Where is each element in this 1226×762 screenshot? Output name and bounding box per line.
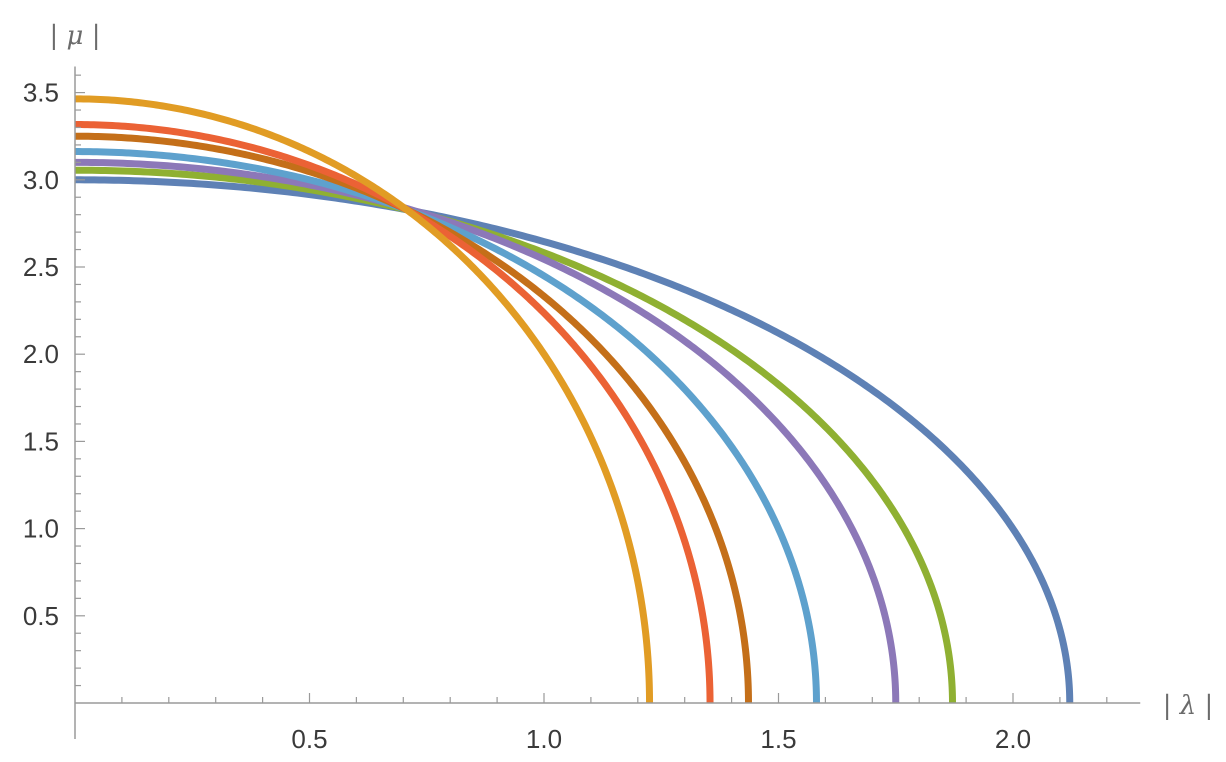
curves-layer [74,95,1074,704]
tick-labels-layer: 0.5 1.0 1.5 2.0 0.5 1.0 1.5 2.0 2.5 3.0 3.5 [23,78,1031,754]
series-line [75,148,820,704]
axes-layer: 0.5 1.0 1.5 2.00.51.01.52.02.53.03.5 | λ | … [23,21,1213,754]
x-tick-label: 1.0 [526,724,562,754]
y-tick-label: 2.0 [23,339,59,369]
series-line [74,95,654,704]
series-line [74,121,714,704]
y-tick-label: 3.5 [23,78,59,108]
y-tick-label: 1.0 [23,514,59,544]
x-tick-label: 2.0 [995,724,1031,754]
y-tick-label: 0.5 [23,601,59,631]
ticks-layer [75,74,1108,703]
series-line [74,132,752,704]
series-line [74,176,1074,704]
x-axis-label: | λ | [1163,691,1214,721]
y-axis-label: | μ | [50,21,101,51]
x-tick-label: 0.5 [291,724,327,754]
series-line [74,158,900,704]
series-line [75,166,956,704]
x-tick-label: 1.5 [760,724,796,754]
y-tick-label: 2.5 [23,252,59,282]
y-tick-label: 1.5 [23,426,59,456]
y-tick-label: 3.0 [23,165,59,195]
